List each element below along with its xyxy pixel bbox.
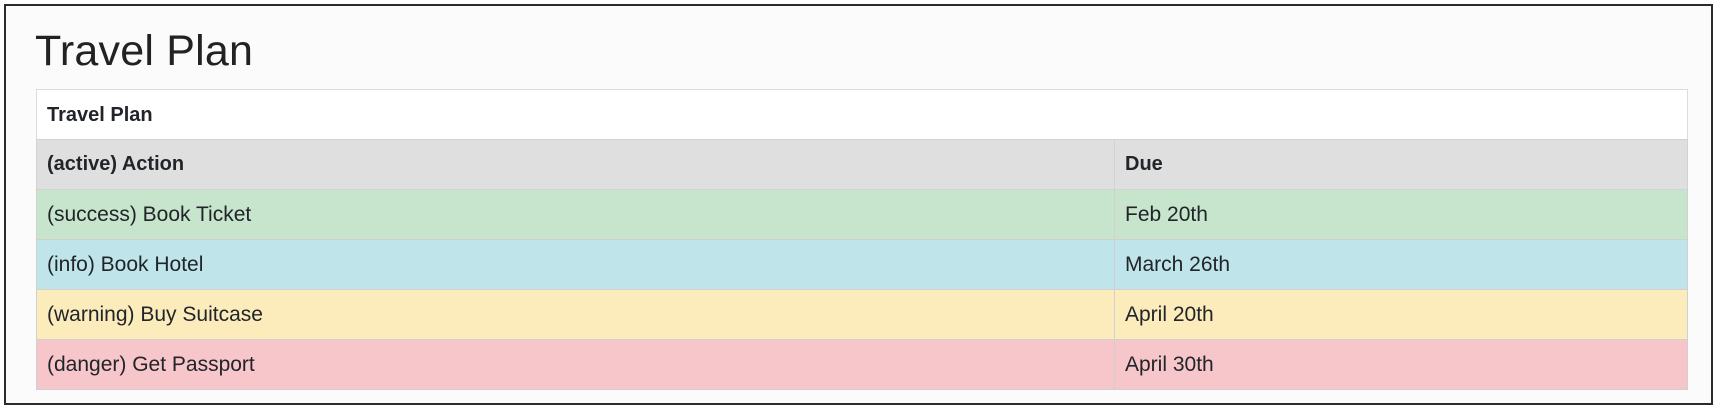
due-cell: March 26th: [1114, 239, 1688, 290]
due-cell: April 30th: [1114, 339, 1688, 390]
page-title: Travel Plan: [35, 27, 254, 75]
table-header-row: (active) Action Due: [36, 139, 1688, 190]
action-cell: (warning) Buy Suitcase: [36, 289, 1115, 340]
column-header-action: (active) Action: [36, 139, 1115, 190]
table-row-warning: (warning) Buy Suitcase April 20th: [36, 289, 1688, 340]
table-row-success: (success) Book Ticket Feb 20th: [36, 189, 1688, 240]
action-cell: (success) Book Ticket: [36, 189, 1115, 240]
action-cell: (info) Book Hotel: [36, 239, 1115, 290]
due-cell: Feb 20th: [1114, 189, 1688, 240]
column-header-due: Due: [1114, 139, 1688, 190]
travel-plan-table-wrapper: Travel Plan (active) Action Due (success…: [36, 89, 1688, 390]
due-cell: April 20th: [1114, 289, 1688, 340]
page-frame: Travel Plan Travel Plan (active) Action …: [4, 4, 1713, 405]
table-row-info: (info) Book Hotel March 26th: [36, 239, 1688, 290]
action-cell: (danger) Get Passport: [36, 339, 1115, 390]
table-caption: Travel Plan: [36, 89, 1688, 139]
travel-plan-table: Travel Plan (active) Action Due (success…: [36, 89, 1688, 390]
table-body: (success) Book Ticket Feb 20th (info) Book…: [36, 189, 1688, 390]
table-row-danger: (danger) Get Passport April 30th: [36, 339, 1688, 390]
